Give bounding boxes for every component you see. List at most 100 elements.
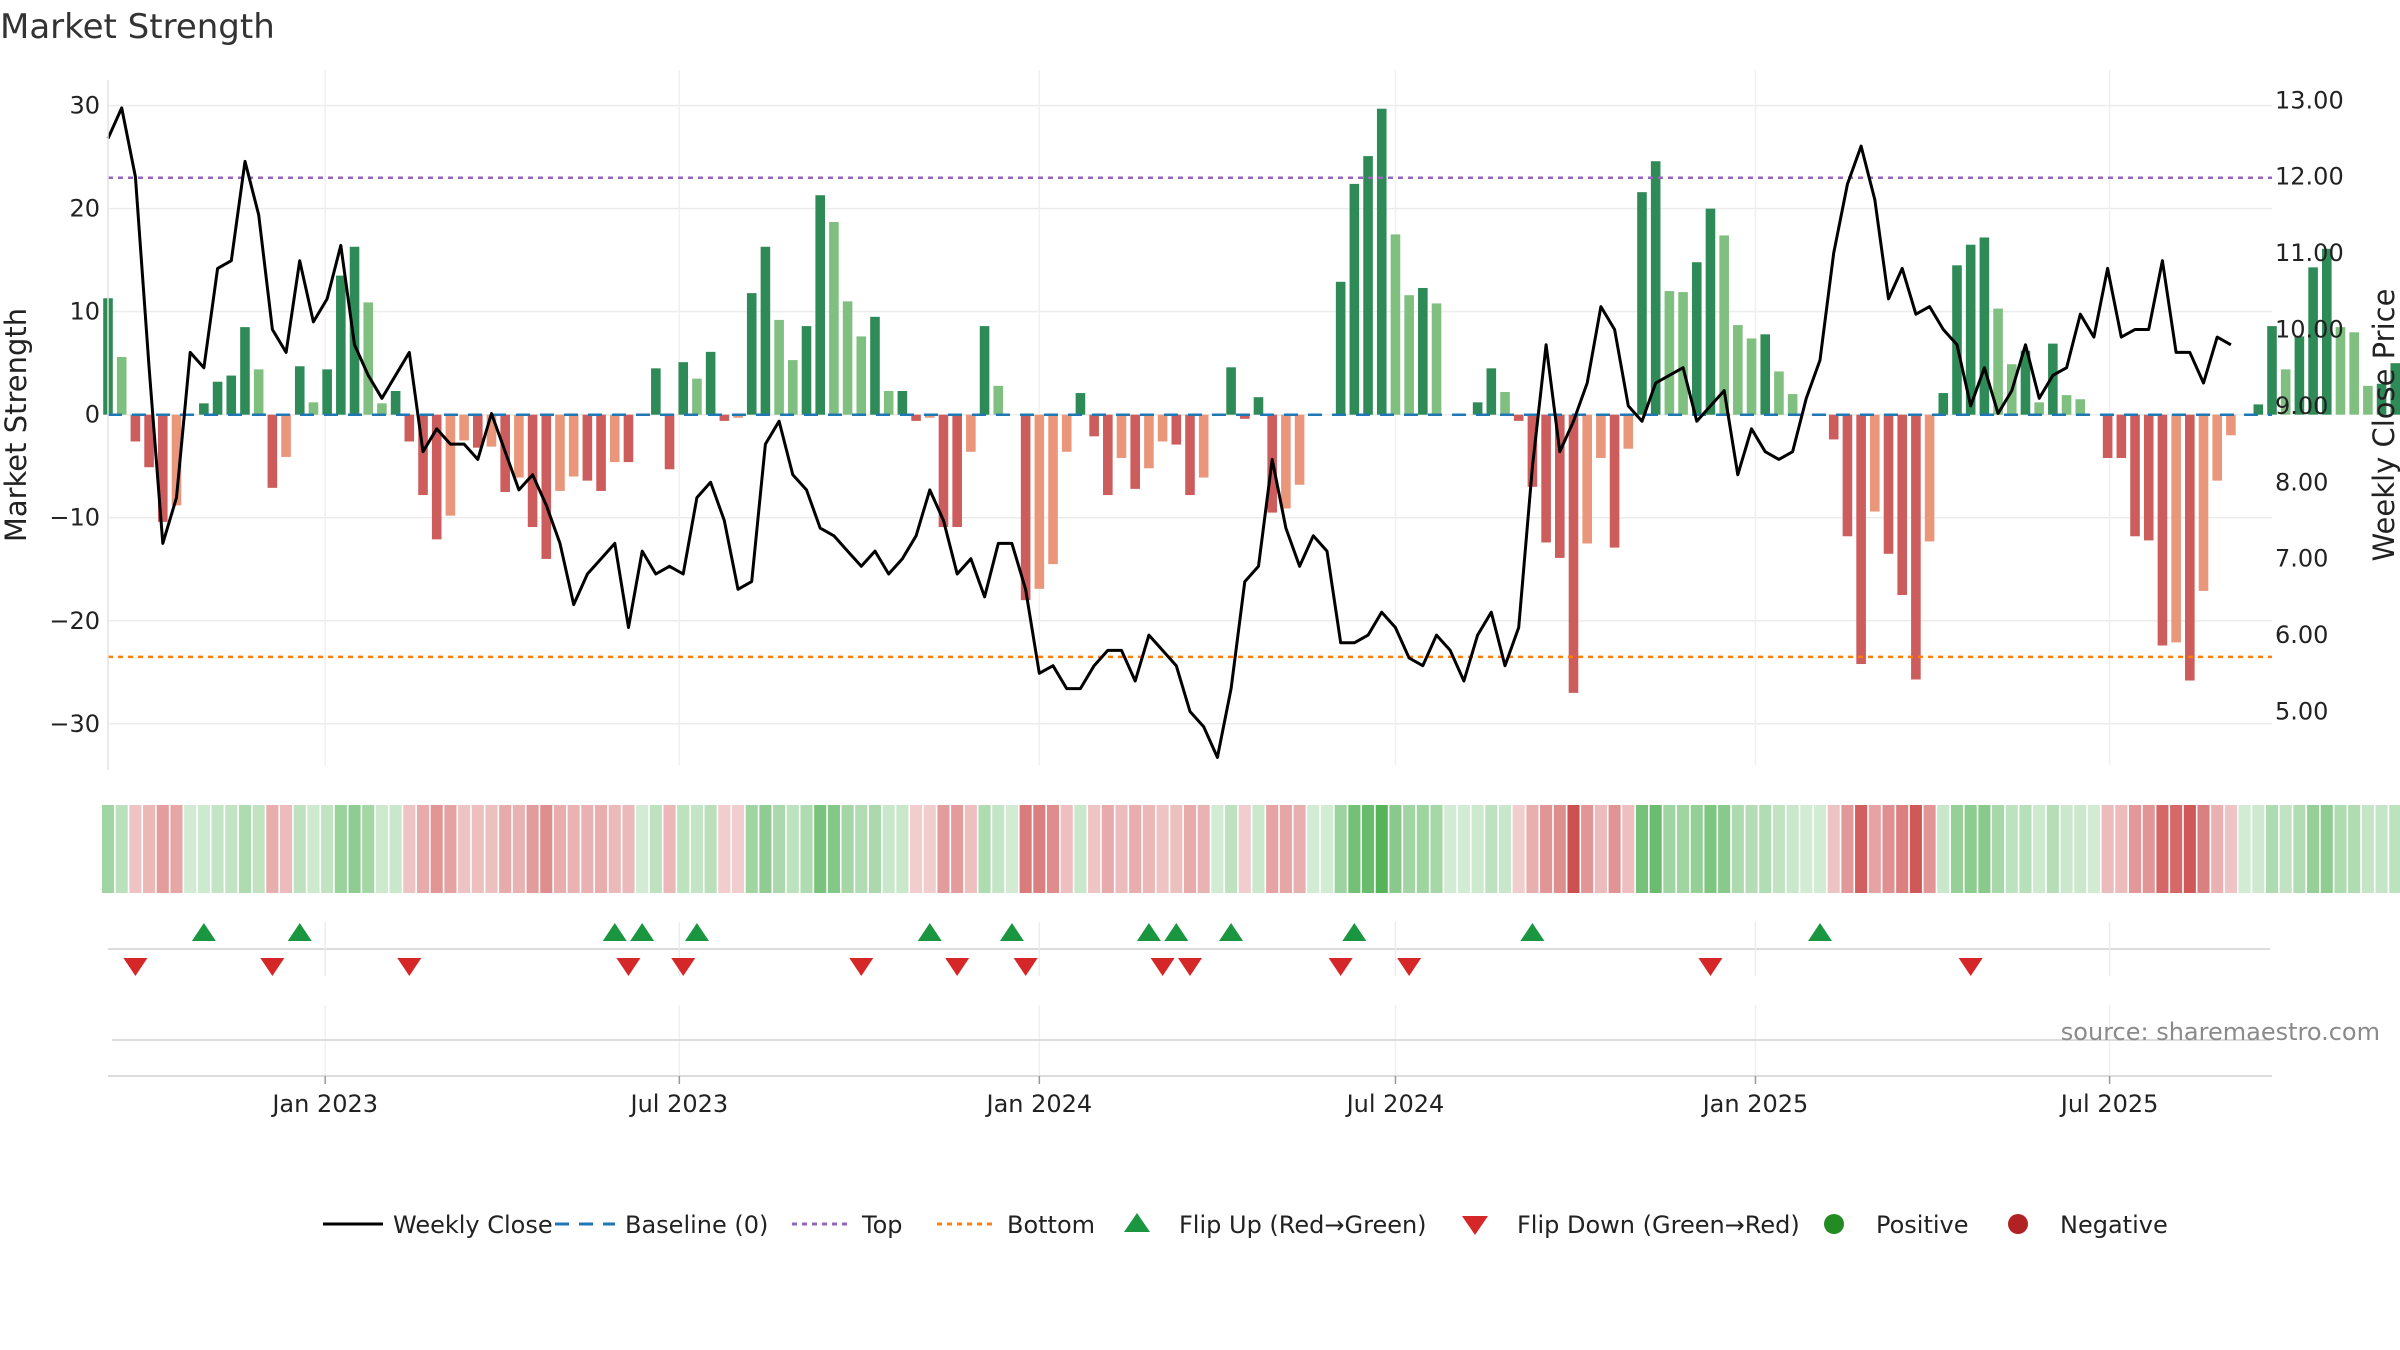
strength-bar xyxy=(240,327,250,415)
strength-bar xyxy=(1596,414,1606,458)
heat-cell xyxy=(1896,805,1909,893)
strength-bar xyxy=(1376,108,1387,415)
flip-down-marker xyxy=(1013,958,1038,976)
strength-bar xyxy=(1335,281,1346,415)
x-tick-label: Jul 2025 xyxy=(2059,1090,2159,1118)
strength-bar xyxy=(897,391,908,415)
flip-down-marker xyxy=(1328,958,1353,976)
strength-bar xyxy=(116,357,127,415)
strength-bar xyxy=(1555,414,1565,558)
flip-down-marker xyxy=(397,958,422,976)
heat-cell xyxy=(1307,805,1320,893)
heat-cell xyxy=(1183,805,1197,893)
axes: 30 20 10 0 −10 −20 −30 13.00 12.00 11.00 10.00 9.00… xyxy=(0,80,2400,770)
legend: Weekly Close Baseline (0) Top Bottom Flip Up… xyxy=(323,1211,2168,1239)
strength-bar xyxy=(2075,399,2086,415)
heat-cell xyxy=(1225,805,1238,893)
heat-cell xyxy=(1457,805,1470,893)
legend-label: Top xyxy=(861,1211,903,1239)
flip-down-marker xyxy=(123,958,148,976)
heat-cell xyxy=(677,805,690,893)
strength-bar xyxy=(938,414,949,527)
strength-bar xyxy=(281,414,291,457)
flip-down-marker xyxy=(1698,958,1723,976)
heat-cell xyxy=(416,805,430,893)
strength-bar xyxy=(1664,291,1675,415)
heat-cell xyxy=(553,805,567,893)
heat-cell xyxy=(2252,805,2265,893)
strength-bar xyxy=(1103,414,1113,496)
strength-bar xyxy=(2171,414,2181,643)
y-left-tick-label: 30 xyxy=(69,92,100,120)
heat-cell xyxy=(1718,805,1731,893)
strength-bar xyxy=(2321,248,2332,415)
heat-cell xyxy=(1512,805,1525,893)
strength-bar xyxy=(1431,303,1442,415)
strength-bar xyxy=(1870,414,1880,512)
strength-bar xyxy=(2349,332,2359,415)
heat-cell xyxy=(1745,805,1758,893)
heat-cell xyxy=(1211,805,1224,893)
strength-bar xyxy=(2294,336,2305,415)
heat-cell xyxy=(1444,805,1457,893)
heat-cell xyxy=(1978,805,1991,893)
strength-bar xyxy=(1828,414,1839,440)
heat-cell xyxy=(910,805,923,893)
heat-cell xyxy=(1813,805,1827,893)
y-right-axis-title: Weekly Close Price xyxy=(2367,289,2400,562)
heat-cell xyxy=(1567,805,1580,893)
heat-cell xyxy=(1074,805,1087,893)
heat-cell xyxy=(608,805,621,893)
y-right-tick-label: 7.00 xyxy=(2275,545,2328,573)
reference-lines xyxy=(108,176,2272,659)
heat-cell xyxy=(1019,805,1032,893)
strength-bar xyxy=(2020,350,2031,415)
legend-item: Bottom xyxy=(937,1211,1095,1239)
heat-cell xyxy=(2170,805,2183,893)
flip-up-marker xyxy=(1219,923,1244,941)
y-left-tick-label: −20 xyxy=(49,607,100,635)
strength-bar xyxy=(1582,414,1592,544)
strength-bar xyxy=(1979,237,1990,415)
strength-bar xyxy=(2335,327,2346,415)
legend-item: Top xyxy=(792,1211,903,1239)
heat-cell xyxy=(1690,805,1703,893)
heat-cell xyxy=(348,805,361,893)
heat-cell xyxy=(1238,805,1251,893)
heat-cell xyxy=(2211,805,2224,893)
heat-cell xyxy=(923,805,936,893)
heat-cell xyxy=(1403,805,1416,893)
y-right-tick-label: 9.00 xyxy=(2275,392,2328,420)
strength-bar xyxy=(349,246,360,415)
strength-bar xyxy=(1404,295,1414,415)
heat-cell xyxy=(786,805,799,893)
y-left-tick-label: 20 xyxy=(69,195,100,223)
weekly-close-series xyxy=(106,106,2232,759)
x-axis: Jan 2023 Jul 2023 Jan 2024 Jul 2024 Jan 2025… xyxy=(108,1005,2272,1118)
heat-cell xyxy=(718,805,731,893)
heat-cell xyxy=(1841,805,1854,893)
flip-up-marker xyxy=(1164,923,1189,941)
strength-bar xyxy=(377,403,387,415)
strength-bar xyxy=(1198,414,1209,478)
strength-bar xyxy=(1842,414,1853,537)
heat-cell xyxy=(2307,805,2320,893)
strength-bar xyxy=(1993,308,2003,415)
strength-bar xyxy=(596,414,606,491)
strength-bar xyxy=(2143,414,2154,541)
flip-up-marker xyxy=(1808,923,1833,941)
strength-bar xyxy=(883,391,894,415)
strength-bar xyxy=(1281,414,1291,509)
legend-swatch-dot xyxy=(1824,1214,1844,1234)
y-left-axis-title: Market Strength xyxy=(0,308,33,542)
strength-bar xyxy=(2363,385,2373,415)
heat-cell xyxy=(1266,805,1279,893)
legend-label: Flip Up (Red→Green) xyxy=(1179,1211,1427,1239)
heat-cell xyxy=(280,805,293,893)
strength-bar xyxy=(1239,414,1250,419)
strength-bar xyxy=(1719,235,1729,415)
heat-cell xyxy=(2348,805,2361,893)
y-right-tick-label: 12.00 xyxy=(2275,163,2344,191)
legend-label: Bottom xyxy=(1007,1211,1095,1239)
heat-cell xyxy=(1772,805,1785,893)
